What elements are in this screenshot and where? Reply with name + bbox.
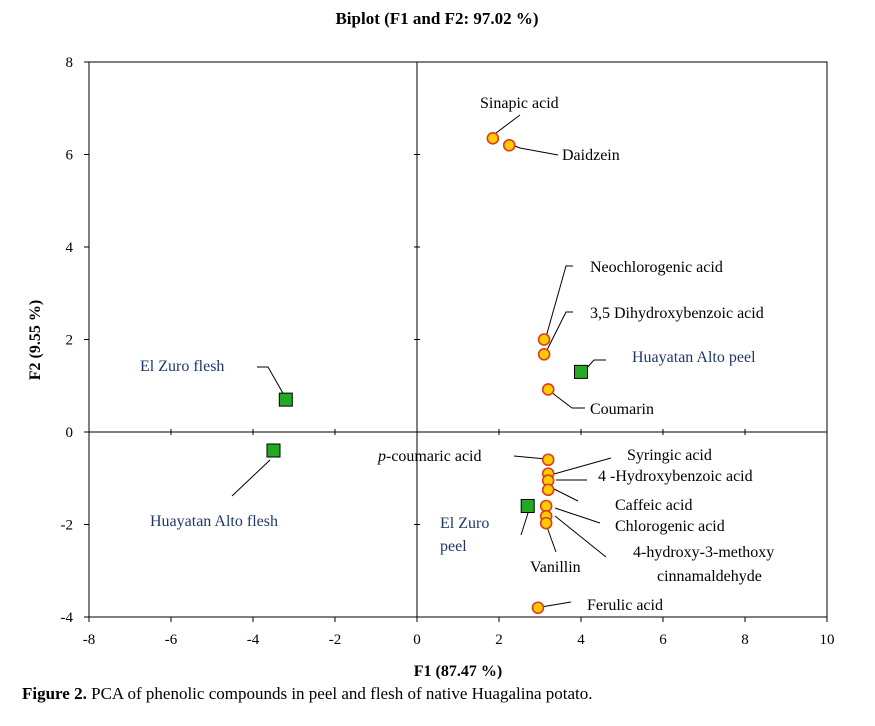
variable-label-line2: cinnamaldehyde [657, 568, 762, 585]
x-tick-label: -8 [83, 632, 96, 648]
variable-label: Sinapic acid [480, 95, 559, 112]
observation-point [520, 499, 535, 513]
variable-leader-line [540, 601, 572, 608]
x-tick-label: 4 [577, 632, 585, 648]
variable-leader-line [554, 515, 607, 558]
variable-point [537, 333, 551, 346]
variable-leader-line [546, 526, 557, 553]
variable-point [486, 132, 500, 145]
y-axis-label: F2 (9.55 %) [27, 300, 44, 380]
chart-title: Biplot (F1 and F2: 97.02 %) [335, 9, 538, 28]
x-tick-label: 0 [413, 632, 421, 648]
variable-leader-line [554, 507, 601, 524]
variable-label: 4-hydroxy-3-methoxy [633, 544, 774, 561]
variable-point [541, 453, 555, 467]
observation-label: El Zuro [440, 515, 489, 532]
figure-caption: Figure 2. PCA of phenolic compounds in p… [22, 684, 593, 704]
x-tick-label: -4 [247, 632, 260, 648]
x-tick-label: 6 [659, 632, 667, 648]
y-tick-label: 0 [66, 425, 74, 441]
y-tick-label: 2 [66, 333, 74, 349]
variable-leader-line [550, 391, 585, 409]
y-tick-label: 4 [66, 240, 74, 256]
observation-point [278, 392, 293, 407]
observation-point [574, 364, 588, 379]
variable-label: Coumarin [590, 401, 654, 418]
variable-point [541, 383, 555, 396]
variable-point [531, 601, 545, 615]
variable-leader-line [553, 457, 612, 475]
variable-label: Vanillin [530, 559, 581, 576]
x-axis-label: F1 (87.47 %) [414, 663, 502, 680]
variable-point [537, 347, 551, 361]
y-tick-label: 6 [66, 148, 74, 164]
variable-label: 3,5 Dihydroxybenzoic acid [590, 305, 764, 322]
observation-label: Huayatan Alto peel [632, 349, 756, 366]
variable-label: 4 -Hydroxybenzoic acid [598, 468, 753, 485]
variable-leader-line [553, 488, 579, 502]
x-tick-label: 2 [495, 632, 503, 648]
variable-point [539, 499, 553, 513]
observation-leader-line [520, 512, 529, 536]
observation-point [266, 443, 281, 458]
variable-leader-line [509, 143, 559, 156]
variable-leader-line [513, 455, 547, 460]
variable-leader-line [491, 114, 521, 137]
observation-leader-line [257, 366, 285, 396]
variable-label: p-coumaric acid [377, 448, 482, 465]
x-tick-label: 10 [820, 632, 835, 648]
variable-point [539, 516, 553, 530]
variable-leader-line [545, 265, 573, 338]
variable-label: Chlorogenic acid [615, 518, 725, 535]
variable-label: Caffeic acid [615, 497, 692, 514]
variable-label: Daidzein [562, 147, 620, 164]
variable-label: Neochlorogenic acid [590, 259, 723, 276]
caption-text: PCA of phenolic compounds in peel and fl… [86, 684, 593, 703]
y-tick-label: -4 [61, 610, 74, 626]
observation-label: Huayatan Alto flesh [150, 513, 278, 530]
observation-label: El Zuro flesh [140, 358, 224, 375]
pca-biplot: -8 -6 -4 -2 0 2 4 6 8 10 -4 -2 0 2 4 6 8 Biplot (F1 and F… [27, 9, 835, 680]
y-tick-label: -2 [61, 518, 74, 534]
variable-label: Ferulic acid [587, 597, 663, 614]
variable-leader-line [546, 311, 573, 351]
observation-label-line2: peel [440, 538, 467, 555]
x-tick-label: -6 [165, 632, 178, 648]
y-tick-label: 8 [66, 55, 74, 71]
observation-leader-line [231, 459, 271, 497]
caption-prefix: Figure 2. [22, 684, 87, 703]
variable-point [502, 138, 516, 152]
variable-point [541, 483, 555, 497]
variable-label: Syringic acid [627, 447, 712, 464]
x-tick-label: -2 [329, 632, 342, 648]
x-tick-label: 8 [741, 632, 749, 648]
